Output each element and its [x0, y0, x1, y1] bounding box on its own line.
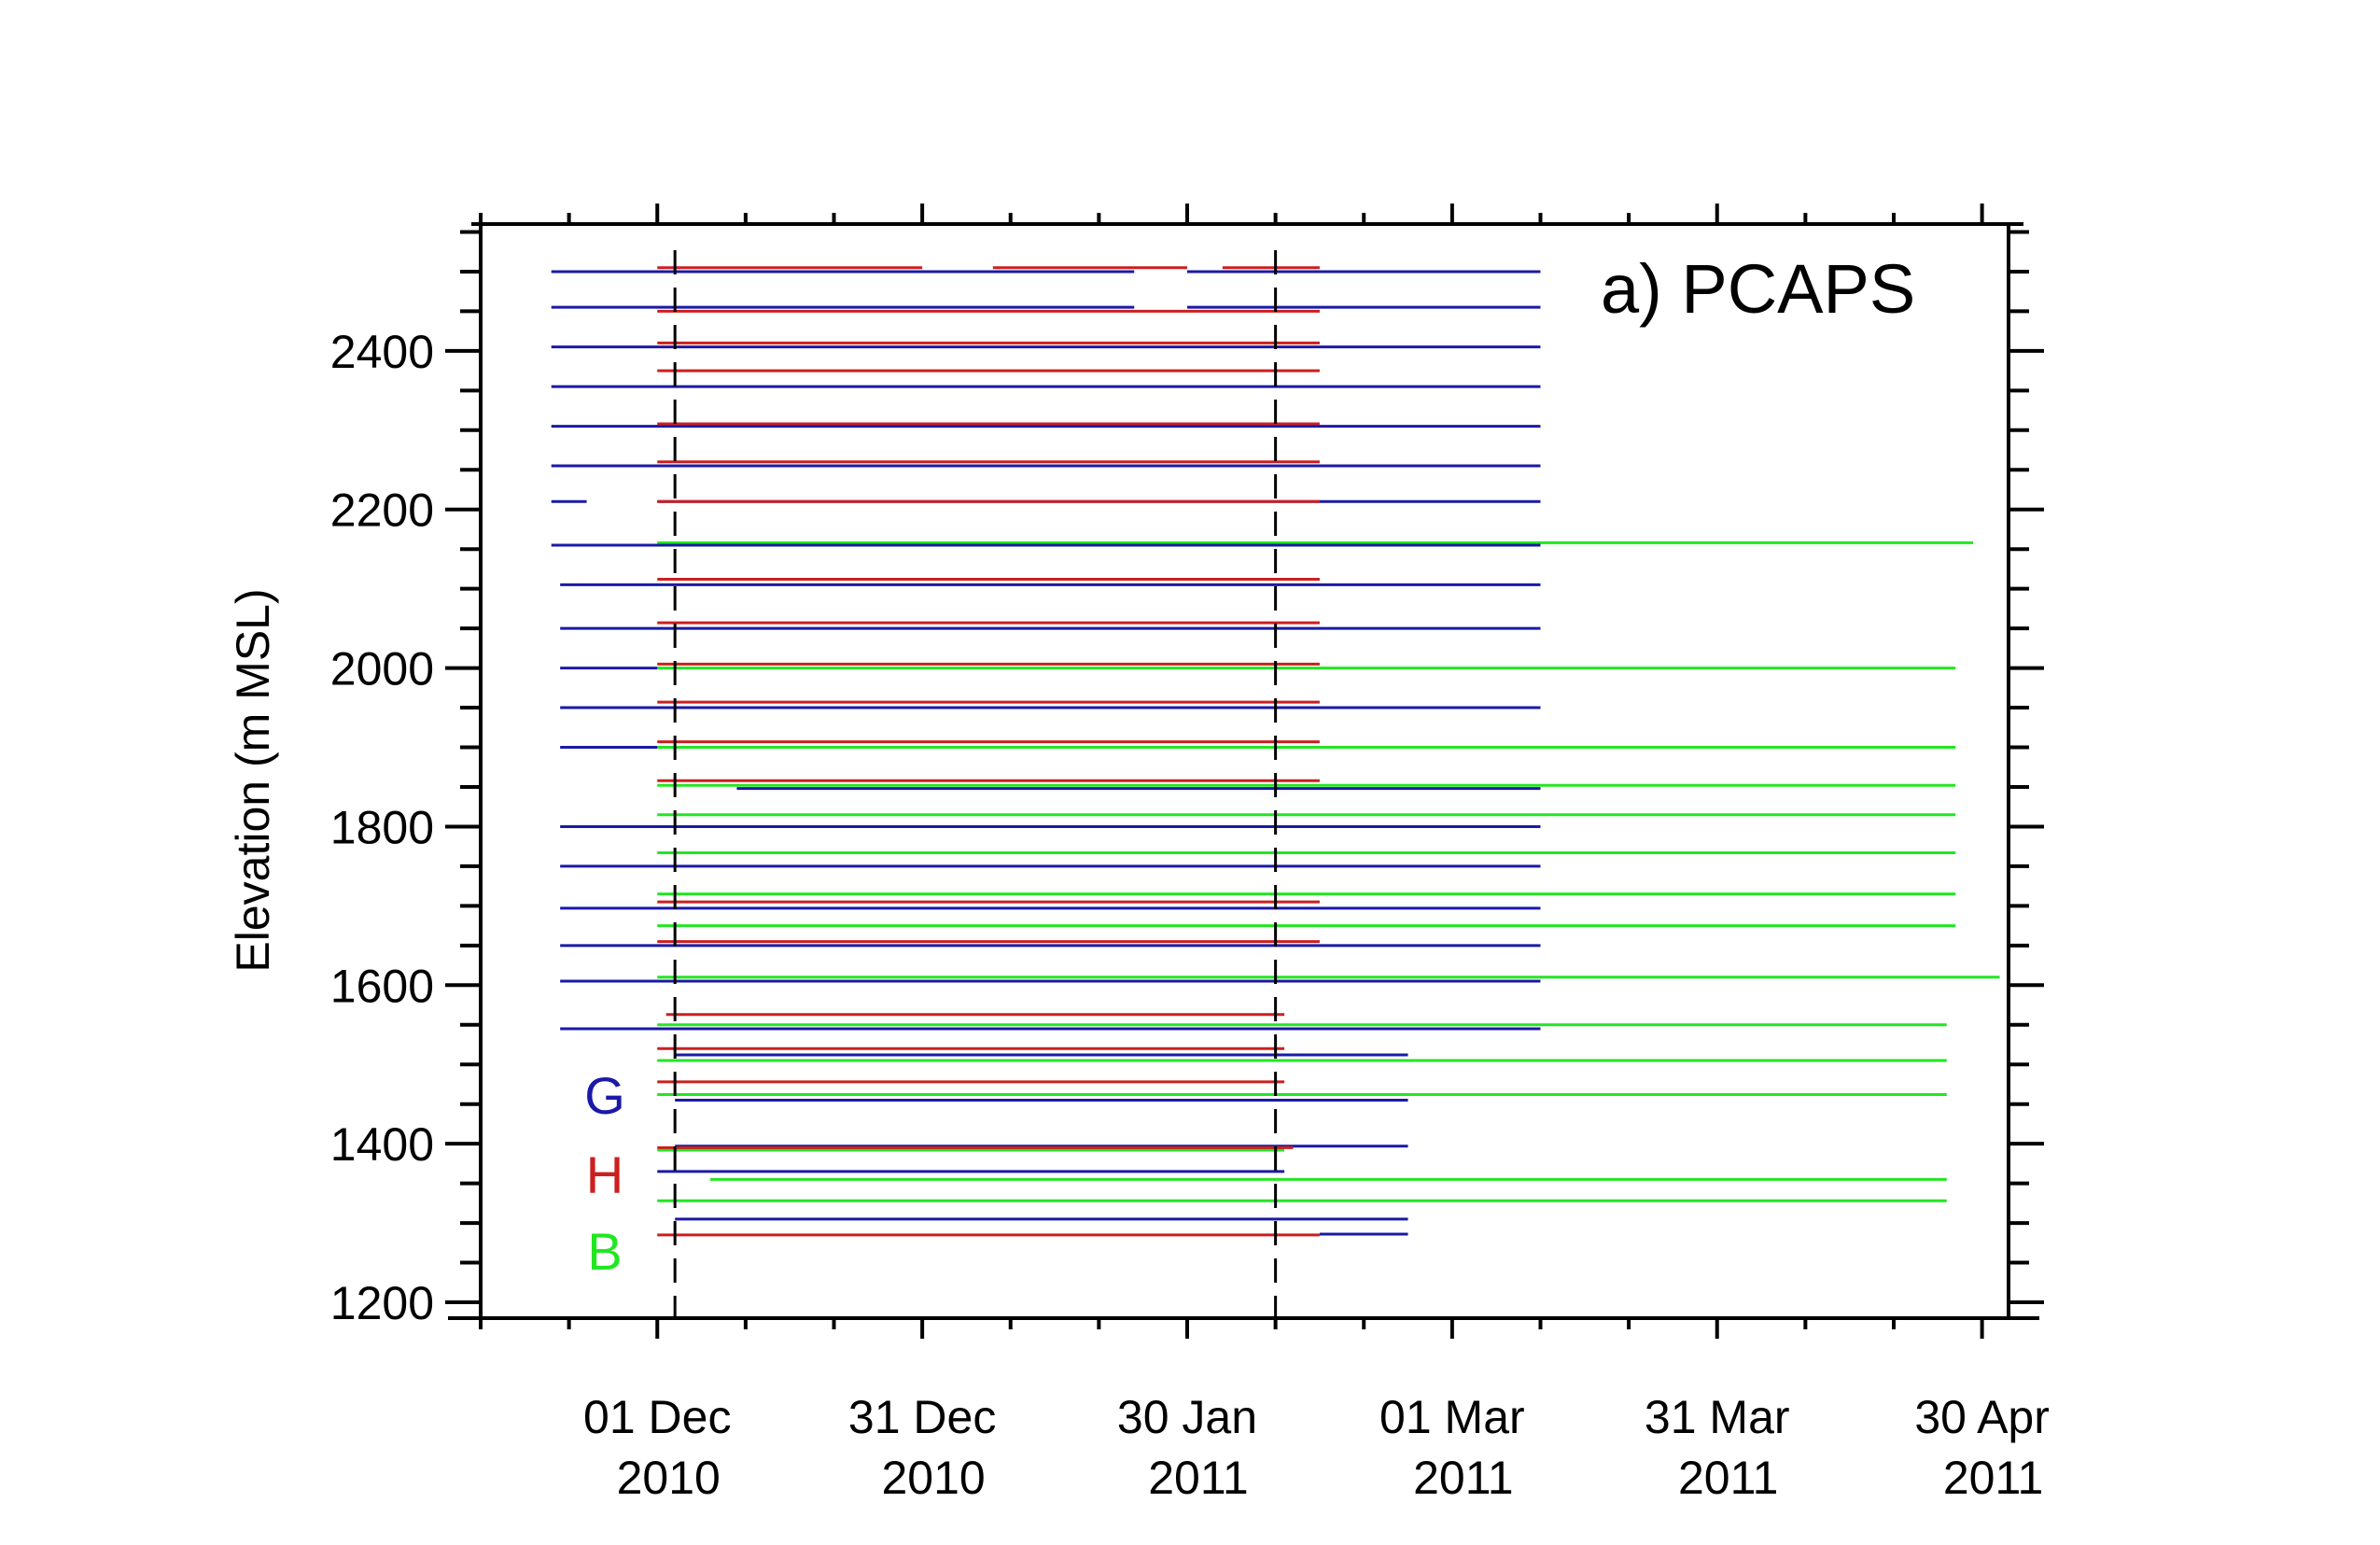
x-tick-year-label: 2011	[1413, 1452, 1514, 1504]
x-tick-year-label: 2011	[1943, 1452, 2044, 1504]
x-tick-label: 01 Dec	[583, 1391, 731, 1443]
x-tick-year-label: 2011	[1148, 1452, 1249, 1504]
x-tick-label: 30 Apr	[1914, 1391, 2050, 1443]
x-tick-year-label: 2010	[882, 1452, 986, 1504]
x-tick-label: 01 Mar	[1379, 1391, 1525, 1443]
series-group	[551, 266, 2000, 1237]
legend-label-b: B	[587, 1222, 622, 1281]
plot-frame	[479, 222, 2010, 1320]
legend: GHB	[584, 1066, 625, 1281]
legend-label-h: H	[586, 1145, 623, 1204]
y-axis-label: Elevation (m MSL)	[227, 588, 279, 972]
y-tick-label: 1800	[330, 801, 434, 853]
y-tick-label: 1400	[330, 1118, 434, 1171]
y-tick-label: 2400	[330, 326, 434, 378]
axes-group: 1200 1400 1600 1800 2000 2200 2400 01 Dec 2010 31…	[330, 204, 2050, 1504]
legend-label-g: G	[584, 1066, 625, 1125]
y-tick-label: 2000	[330, 643, 434, 695]
x-tick-year-label: 2010	[617, 1452, 721, 1504]
x-tick-label: 31 Dec	[848, 1391, 996, 1443]
y-tick-label: 2200	[330, 485, 434, 537]
event-lines-group	[673, 250, 1278, 1318]
chart-title: a) PCAPS	[1601, 250, 1915, 328]
x-tick-year-label: 2011	[1678, 1452, 1779, 1504]
x-tick-label: 31 Mar	[1645, 1391, 1790, 1443]
y-tick-label: 1200	[330, 1277, 434, 1329]
y-tick-label: 1600	[330, 960, 434, 1012]
x-tick-label: 30 Jan	[1117, 1391, 1257, 1443]
